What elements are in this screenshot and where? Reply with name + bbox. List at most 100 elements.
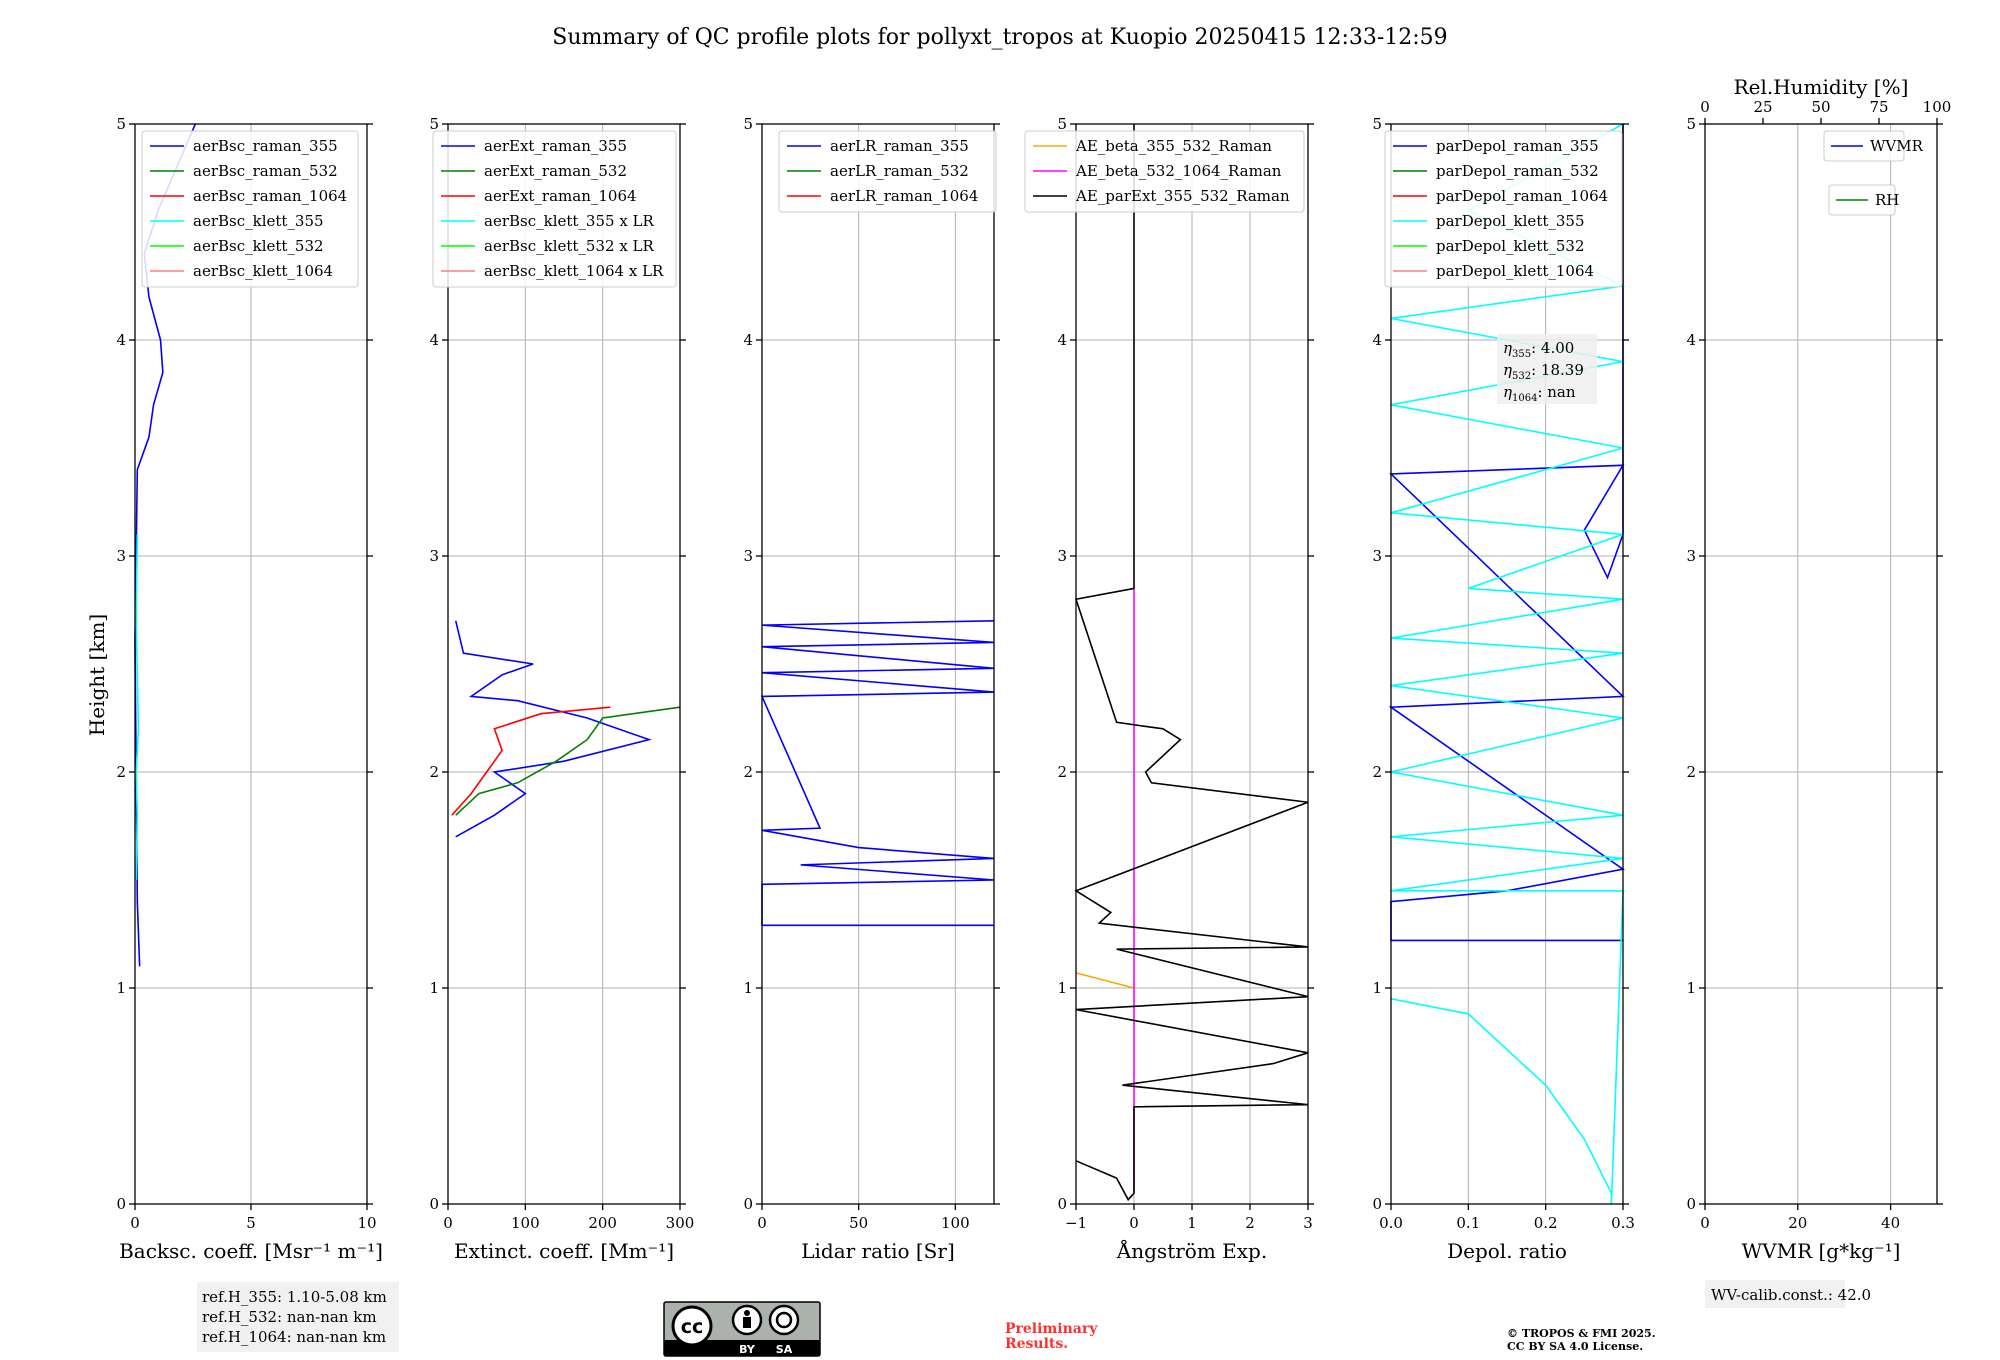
y-tick-label: 1 (1372, 979, 1382, 997)
legend-label: aerLR_raman_355 (830, 137, 969, 155)
legend-box (141, 130, 359, 288)
figure-title: Summary of QC profile plots for pollyxt_… (552, 25, 1447, 50)
y-tick-label: 4 (1686, 331, 1696, 349)
panel-2: 0 1 2 3 4 5 0 100 200 300 Extinct. coeff. [Mm⁻¹] ae… (429, 115, 694, 1263)
y-tick-label: 5 (1686, 115, 1696, 133)
copyright-line-2: CC BY SA 4.0 License. (1507, 1340, 1643, 1353)
copyright-line-1: © TROPOS & FMI 2025. (1507, 1327, 1656, 1340)
eta-line-2: η1064: nan (1503, 383, 1576, 404)
y-tick-label: 5 (429, 115, 439, 133)
x-tick-label: 200 (588, 1214, 617, 1232)
series-line-0 (454, 620, 652, 838)
plot-frame (761, 123, 995, 1205)
y-tick-label: 1 (429, 979, 439, 997)
y-tick-label: 3 (1372, 547, 1382, 565)
legend-label: aerExt_raman_1064 (484, 187, 637, 205)
x-tick-label: 0 (1700, 1214, 1710, 1232)
y-tick-label: 2 (116, 763, 126, 781)
x-tick-label: 0.3 (1611, 1214, 1635, 1232)
eta-line-1: η532: 18.39 (1503, 361, 1584, 382)
x-tick-label: 0 (757, 1214, 767, 1232)
eta-line-0: η355: 4.00 (1503, 339, 1574, 360)
preliminary-line-2: Results. (1005, 1336, 1068, 1352)
x-tick-label: 20 (1788, 1214, 1807, 1232)
y-tick-label: 2 (743, 763, 753, 781)
x2-tick-label: 25 (1753, 98, 1772, 116)
ref-height-532: ref.H_532: nan-nan km (202, 1308, 377, 1326)
ref-height-1064: ref.H_1064: nan-nan km (202, 1328, 386, 1346)
legend-label: aerBsc_klett_532 (193, 237, 324, 255)
cc-text: cc (681, 1316, 704, 1338)
legend-label: aerLR_raman_1064 (830, 187, 978, 205)
x-tick-label: −1 (1065, 1214, 1087, 1232)
y-tick-label: 2 (1057, 763, 1067, 781)
x-tick-label: 100 (941, 1214, 970, 1232)
x-tick-label: 0.1 (1456, 1214, 1480, 1232)
x-tick-label: 40 (1881, 1214, 1900, 1232)
y-tick-label: 4 (1372, 331, 1382, 349)
y-tick-label: 3 (116, 547, 126, 565)
y-tick-label: 5 (743, 115, 753, 133)
legend-label: aerBsc_klett_355 (193, 212, 324, 230)
legend-label: RH (1875, 191, 1899, 209)
y-tick-label: 3 (743, 547, 753, 565)
legend-label: parDepol_raman_355 (1436, 137, 1599, 155)
x-tick-label: 0.0 (1379, 1214, 1403, 1232)
legend-box-0 (1823, 130, 1905, 162)
panel-5: 0 1 2 3 4 5 0.0 0.1 0.2 0.3 Depol. ratio parDepol_r… (1372, 115, 1634, 1263)
legend-label: aerBsc_klett_355 x LR (484, 212, 655, 230)
sa-text: SA (776, 1343, 793, 1356)
by-text: BY (739, 1343, 756, 1356)
y-tick-label: 0 (116, 1195, 126, 1213)
legend-label: aerBsc_raman_1064 (193, 187, 347, 205)
x-axis-label: Depol. ratio (1447, 1239, 1567, 1263)
y-axis-label: Height [km] (85, 614, 109, 736)
series-line-3 (135, 534, 140, 881)
y-tick-label: 1 (1057, 979, 1067, 997)
y-tick-label: 0 (743, 1195, 753, 1213)
x-tick-label: 1 (1187, 1214, 1197, 1232)
legend-label: parDepol_klett_532 (1436, 237, 1585, 255)
ref-height-355: ref.H_355: 1.10-5.08 km (202, 1288, 387, 1306)
y-tick-label: 3 (1057, 547, 1067, 565)
y-tick-label: 4 (116, 331, 126, 349)
x2-axis-label: Rel.Humidity [%] (1734, 75, 1909, 99)
y-tick-label: 4 (743, 331, 753, 349)
x-tick-label: 0 (443, 1214, 453, 1232)
x-axis-label: Ångström Exp. (1116, 1238, 1267, 1263)
x-tick-label: 3 (1303, 1214, 1313, 1232)
x-tick-label: 5 (246, 1214, 256, 1232)
plot-frame (447, 123, 681, 1205)
legend-label: parDepol_raman_1064 (1436, 187, 1608, 205)
x-axis-label: Backsc. coeff. [Msr⁻¹ m⁻¹] (119, 1239, 383, 1263)
cc-license-badge: cc BY SA (663, 1301, 821, 1357)
legend-label: WVMR (1870, 137, 1924, 155)
y-tick-label: 5 (1057, 115, 1067, 133)
x-tick-label: 0.2 (1534, 1214, 1558, 1232)
legend-label: AE_beta_532_1064_Raman (1075, 162, 1282, 180)
legend-box (778, 130, 997, 213)
preliminary-line-1: Preliminary (1005, 1321, 1098, 1337)
y-tick-label: 0 (429, 1195, 439, 1213)
x-axis-label: WVMR [g*kg⁻¹] (1742, 1239, 1901, 1263)
legend-label: AE_parExt_355_532_Raman (1075, 187, 1290, 205)
series-line-1 (455, 706, 681, 816)
x-tick-label: 300 (666, 1214, 695, 1232)
x-tick-label: 0 (1129, 1214, 1139, 1232)
x-tick-label: 2 (1245, 1214, 1255, 1232)
plot-frame (1704, 123, 1938, 1205)
y-tick-label: 2 (429, 763, 439, 781)
y-tick-label: 4 (1057, 331, 1067, 349)
x2-tick-label: 75 (1869, 98, 1888, 116)
y-tick-label: 1 (743, 979, 753, 997)
y-tick-label: 1 (1686, 979, 1696, 997)
legend-label: aerLR_raman_532 (830, 162, 969, 180)
legend-box (432, 130, 677, 288)
x-tick-label: 50 (849, 1214, 868, 1232)
